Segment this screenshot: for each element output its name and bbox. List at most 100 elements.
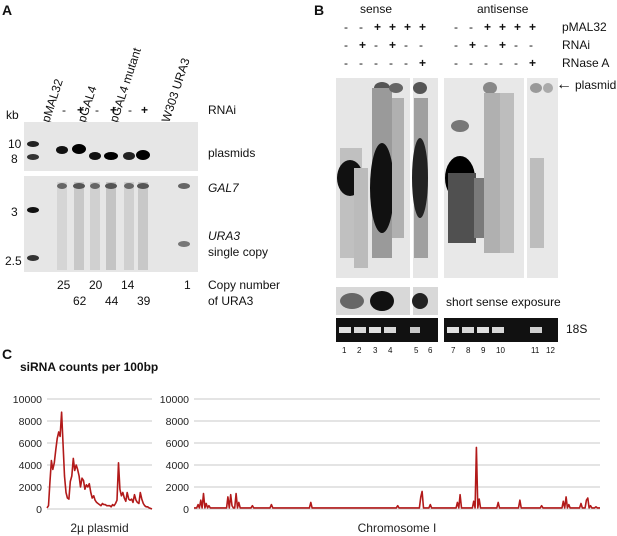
copy-number: 25	[57, 278, 71, 292]
rnai-label: RNAi	[208, 103, 237, 117]
y-tick-label: 8000	[19, 416, 43, 428]
x-axis-label: Chromosome I	[358, 521, 437, 535]
x-axis-label: 2µ plasmid	[70, 521, 128, 535]
y-tick-label: 4000	[166, 460, 190, 472]
lane-number: 8	[466, 346, 471, 355]
northern-blot-sense	[336, 78, 438, 278]
lane-number: 9	[481, 346, 486, 355]
copy-number-label: Copy number	[208, 278, 281, 292]
sirna-counts-chart: 0 2000 4000 6000 8000 10000 2µ plasmid 0 2000 400…	[13, 394, 600, 535]
y-tick-label: 2000	[166, 482, 190, 494]
lane-number: 10	[496, 346, 505, 355]
sign-cell: +	[419, 56, 427, 70]
rnai-sign: +	[110, 103, 118, 117]
sign-cell: +	[529, 56, 537, 70]
lane-number: 5	[414, 346, 419, 355]
copy-number: 62	[73, 294, 87, 308]
left-arrow-icon: ←	[556, 76, 572, 93]
rrna-18s-label: 18S	[566, 322, 588, 336]
y-tick-label: 10000	[13, 394, 42, 406]
sign-cell: +	[389, 20, 397, 34]
copy-number-label-2-text: of URA3	[208, 294, 254, 308]
sign-cell: -	[469, 20, 473, 34]
sense-label: sense	[360, 2, 393, 16]
sign-cell: -	[514, 56, 518, 70]
series-line-2u-plasmid	[46, 411, 153, 510]
series-line-chromosome-i	[194, 446, 600, 509]
sign-cell: +	[359, 38, 367, 52]
y-tick-label: 10000	[160, 394, 189, 406]
kb-marker-8: 8	[11, 152, 18, 166]
copy-number-label-2: of URA3	[208, 294, 253, 308]
ura3-band-label: URA3	[208, 229, 241, 243]
copy-number: 39	[137, 294, 151, 308]
kb-label: kb	[6, 108, 19, 122]
rnai-sign: -	[62, 103, 66, 117]
y-tick-label: 4000	[19, 460, 43, 472]
southern-blot-image	[24, 122, 198, 272]
row-label-pmal32: pMAL32	[562, 20, 607, 34]
sign-cell: -	[514, 38, 518, 52]
copy-number: 1	[184, 278, 191, 292]
y-tick-label: 0	[36, 504, 42, 516]
rrna-18s-strip-antisense	[444, 318, 558, 342]
sign-cell: +	[529, 20, 537, 34]
sign-cell: +	[374, 20, 382, 34]
lane-number: 4	[388, 346, 393, 355]
gal7-band-label: GAL7	[208, 181, 239, 195]
lane-number: 1	[342, 346, 347, 355]
sign-cell: +	[404, 20, 412, 34]
lane-number: 12	[546, 346, 555, 355]
kb-marker-10: 10	[8, 137, 22, 151]
y-tick-label: 8000	[166, 416, 190, 428]
rnai-sign: -	[95, 103, 99, 117]
sign-cell: -	[374, 56, 378, 70]
sign-cell: -	[404, 38, 408, 52]
lane-header-text: W303 URA3	[158, 56, 193, 124]
panel-c-letter: C	[2, 346, 13, 362]
lane-number: 3	[373, 346, 378, 355]
sign-cell: -	[529, 38, 533, 52]
y-tick-label: 2000	[19, 482, 43, 494]
sign-cell: -	[389, 56, 393, 70]
short-sense-exposure-strip	[336, 287, 438, 315]
rrna-18s-strip-sense	[336, 318, 438, 342]
sign-cell: -	[344, 56, 348, 70]
rnai-sign: -	[128, 103, 132, 117]
sign-cell: -	[469, 56, 473, 70]
rnai-sign: +	[77, 103, 85, 117]
lane-number: 7	[451, 346, 456, 355]
sign-cell: -	[359, 20, 363, 34]
panel-b-letter: B	[314, 2, 325, 18]
sign-cell: +	[514, 20, 522, 34]
sign-cell: -	[484, 38, 488, 52]
sign-cell: -	[499, 56, 503, 70]
plasmids-band-label: plasmids	[208, 146, 256, 160]
sign-cell: +	[469, 38, 477, 52]
y-tick-label: 6000	[19, 438, 43, 450]
short-exposure-label: short sense exposure	[446, 295, 561, 309]
lane-number: 6	[428, 346, 433, 355]
sign-cell: -	[374, 38, 378, 52]
rnai-sign: +	[141, 103, 149, 117]
sign-cell: -	[344, 20, 348, 34]
sign-cell: -	[344, 38, 348, 52]
copy-number: 14	[121, 278, 135, 292]
y-tick-label: 0	[183, 504, 189, 516]
single-copy-label: single copy	[208, 245, 269, 259]
panel-a-letter: A	[2, 2, 13, 18]
y-tick-label: 6000	[166, 438, 190, 450]
row-label-rnase-a: RNase A	[562, 56, 610, 70]
copy-number: 44	[105, 294, 119, 308]
row-label-rnai: RNAi	[562, 38, 591, 52]
northern-blot-antisense	[444, 78, 558, 278]
sign-cell: -	[404, 56, 408, 70]
sign-cell: +	[484, 20, 492, 34]
sign-cell: +	[419, 20, 427, 34]
lane-header-w303-ura3: W303 URA3	[159, 56, 193, 124]
sign-cell: -	[454, 38, 458, 52]
antisense-label: antisense	[477, 2, 529, 16]
sign-cell: +	[389, 38, 397, 52]
copy-number: 20	[89, 278, 103, 292]
chart-title: siRNA counts per 100bp	[20, 360, 159, 374]
